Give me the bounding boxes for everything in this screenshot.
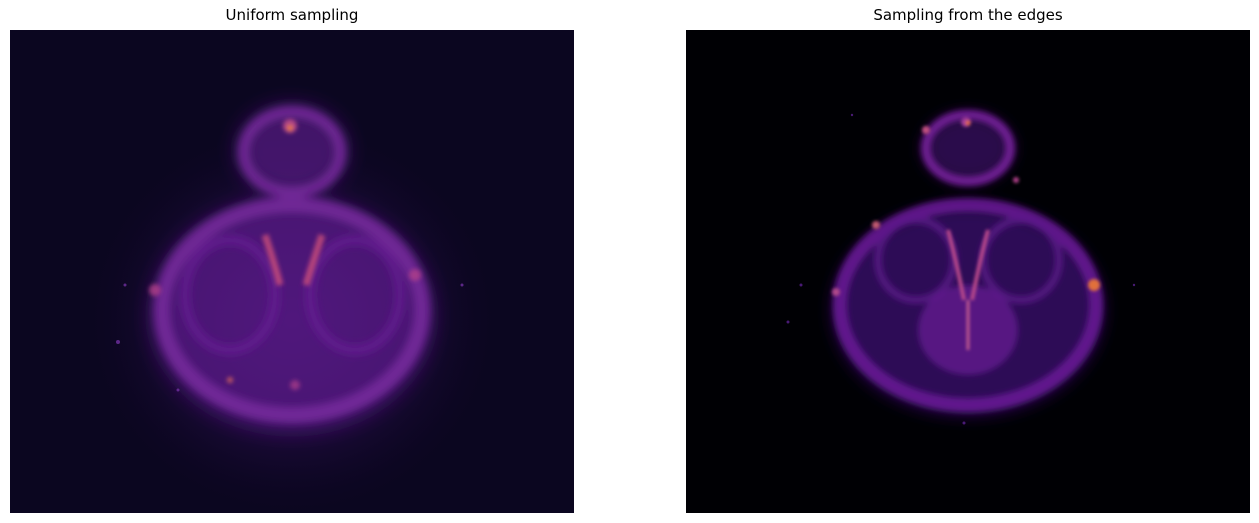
image-uniform-sampling [10,30,574,513]
buddhabrot-uniform-render [10,30,574,513]
panel-title-uniform: Uniform sampling [225,6,359,24]
panel-title-edges: Sampling from the edges [873,6,1063,24]
buddhabrot-edges-render [686,30,1250,513]
image-edge-sampling [686,30,1250,513]
